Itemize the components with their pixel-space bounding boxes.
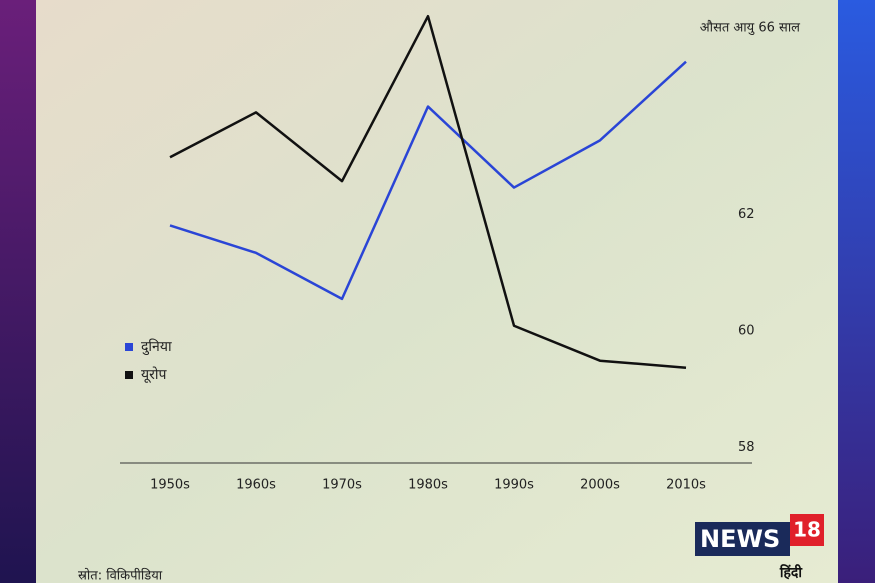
legend-label: यूरोप: [141, 366, 167, 383]
series-line: [169, 60, 687, 301]
legend-label: दुनिया: [141, 338, 172, 356]
chart-title: औसत आयु 66 साल: [700, 20, 800, 36]
logo-language: हिंदी: [779, 564, 803, 581]
logo-name: NEWS: [700, 525, 780, 553]
legend-swatch: [125, 371, 133, 379]
series-line: [169, 14, 687, 369]
x-tick-label: 1980s: [408, 478, 448, 493]
source: स्रोत: विकिपीडिया: [78, 568, 163, 583]
logo-number-box: [790, 514, 824, 546]
logo-number: 18: [793, 518, 821, 542]
logo: NEWS 18 हिंदी: [695, 514, 824, 581]
x-tick-label: 1970s: [322, 478, 362, 493]
logo-box: [695, 522, 790, 556]
x-tick-label: 1990s: [494, 478, 534, 493]
panel: [36, 0, 838, 583]
legend-swatch: [125, 343, 133, 351]
y-tick-label: 62: [738, 207, 755, 222]
y-tick-label: 58: [738, 440, 755, 455]
x-tick-label: 2000s: [580, 478, 620, 493]
left-strip: [0, 0, 36, 583]
x-tick-label: 2010s: [666, 478, 706, 493]
y-tick-label: 60: [738, 323, 755, 338]
x-tick-label: 1950s: [150, 478, 190, 493]
right-strip: [838, 0, 875, 583]
x-tick-label: 1960s: [236, 478, 276, 493]
